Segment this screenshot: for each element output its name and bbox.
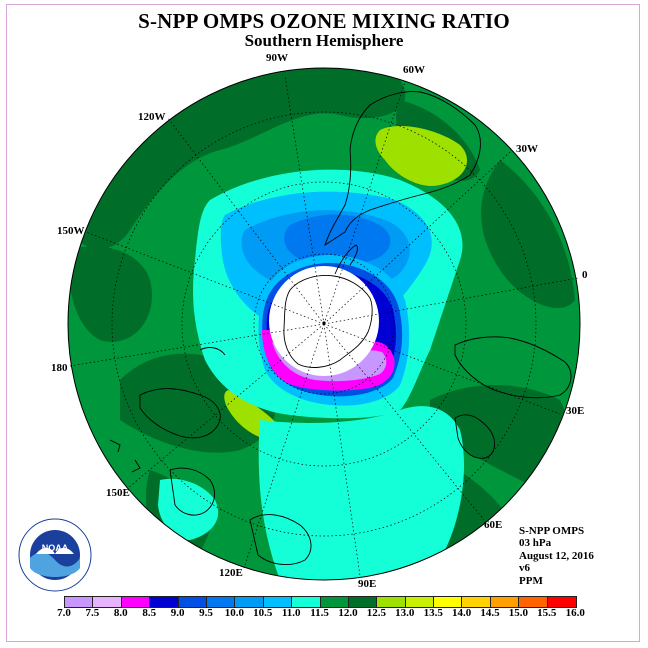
info-version: v6 xyxy=(519,562,530,575)
colorbar-swatch xyxy=(320,597,349,607)
lon-label-60w: 60W xyxy=(403,64,425,76)
colorbar-swatch xyxy=(490,597,520,607)
colorbar-swatch xyxy=(377,597,406,607)
colorbar-tick-label: 14.0 xyxy=(451,607,472,619)
colorbar-tick-label: 16.0 xyxy=(565,607,585,619)
lon-label-30e: 30E xyxy=(566,405,584,417)
lon-label-120e: 120E xyxy=(219,567,243,579)
colorbar-tick-label: 12.0 xyxy=(338,607,358,619)
graticule xyxy=(69,75,579,577)
colorbar-swatch xyxy=(178,597,207,607)
colorbar-tick-label: 15.0 xyxy=(508,607,529,619)
colorbar-tick-label: 7.5 xyxy=(85,607,100,619)
lon-label-180: 180 xyxy=(51,362,68,374)
colorbar-swatch xyxy=(93,597,122,607)
lon-label-120w: 120W xyxy=(138,111,166,123)
info-units: PPM xyxy=(519,574,543,587)
colorbar-tick-label: 11.5 xyxy=(310,607,329,619)
colorbar-labels: 7.0 7.5 8.0 8.5 9.0 9.5 10.0 10.5 11.0 11.5 12.0 12… xyxy=(0,607,648,623)
noaa-logo: NOAA xyxy=(18,518,92,592)
south-pole-marker xyxy=(322,321,326,325)
colorbar-tick-label: 13.5 xyxy=(423,607,443,619)
colorbar-tick-label: 15.5 xyxy=(537,607,557,619)
colorbar-swatch xyxy=(348,597,378,607)
map-subtitle: Southern Hemisphere xyxy=(244,31,404,50)
colorbar-swatch xyxy=(150,597,179,607)
map-boundary xyxy=(67,67,581,581)
colorbar-swatch xyxy=(206,597,236,607)
colorbar-tick-label: 9.5 xyxy=(199,607,213,619)
colorbar-tick-label: 7.0 xyxy=(57,607,71,619)
colorbar-swatch xyxy=(434,597,463,607)
colorbar-swatch xyxy=(405,597,435,607)
info-date: August 12, 2016 xyxy=(519,549,594,562)
svg-text:NOAA: NOAA xyxy=(42,543,69,553)
page-frame xyxy=(6,4,640,642)
colorbar-tick-label: 12.5 xyxy=(366,607,387,619)
info-level: 03 hPa xyxy=(519,537,552,550)
lon-label-90e: 90E xyxy=(358,578,376,590)
colorbar-swatch xyxy=(462,597,491,607)
colorbar-tick-label: 9.0 xyxy=(170,607,185,619)
colorbar-swatch xyxy=(235,597,264,607)
colorbar-tick-label: 8.5 xyxy=(142,607,157,619)
colorbar-swatch xyxy=(65,597,94,607)
lon-label-150w: 150W xyxy=(57,225,85,237)
map-title: S-NPP OMPS OZONE MIXING RATIO xyxy=(138,9,510,33)
lon-label-60e: 60E xyxy=(484,519,502,531)
colorbar-swatch xyxy=(121,597,151,607)
ozone-field xyxy=(68,68,580,580)
colorbar-tick-label: 10.5 xyxy=(253,607,273,619)
colorbar-tick-label: 13.0 xyxy=(395,607,415,619)
info-instrument: S-NPP OMPS xyxy=(519,525,585,537)
product-info: S-NPP OMPS 03 hPa August 12, 2016 v6 PPM xyxy=(519,525,594,587)
lon-label-90w: 90W xyxy=(266,52,288,64)
colorbar xyxy=(64,596,578,608)
colorbar-tick-label: 14.5 xyxy=(480,607,500,619)
colorbar-tick-label: 8.0 xyxy=(113,607,128,619)
colorbar-swatch xyxy=(519,597,548,607)
lon-label-150e: 150E xyxy=(106,487,130,499)
colorbar-swatch xyxy=(263,597,293,607)
colorbar-swatch xyxy=(292,597,321,607)
lon-label-30w: 30W xyxy=(516,143,538,155)
colorbar-swatch xyxy=(547,597,577,607)
lon-label-0: 0 xyxy=(582,269,588,281)
colorbar-tick-label: 10.0 xyxy=(224,607,245,619)
colorbar-tick-label: 11.0 xyxy=(281,607,301,619)
